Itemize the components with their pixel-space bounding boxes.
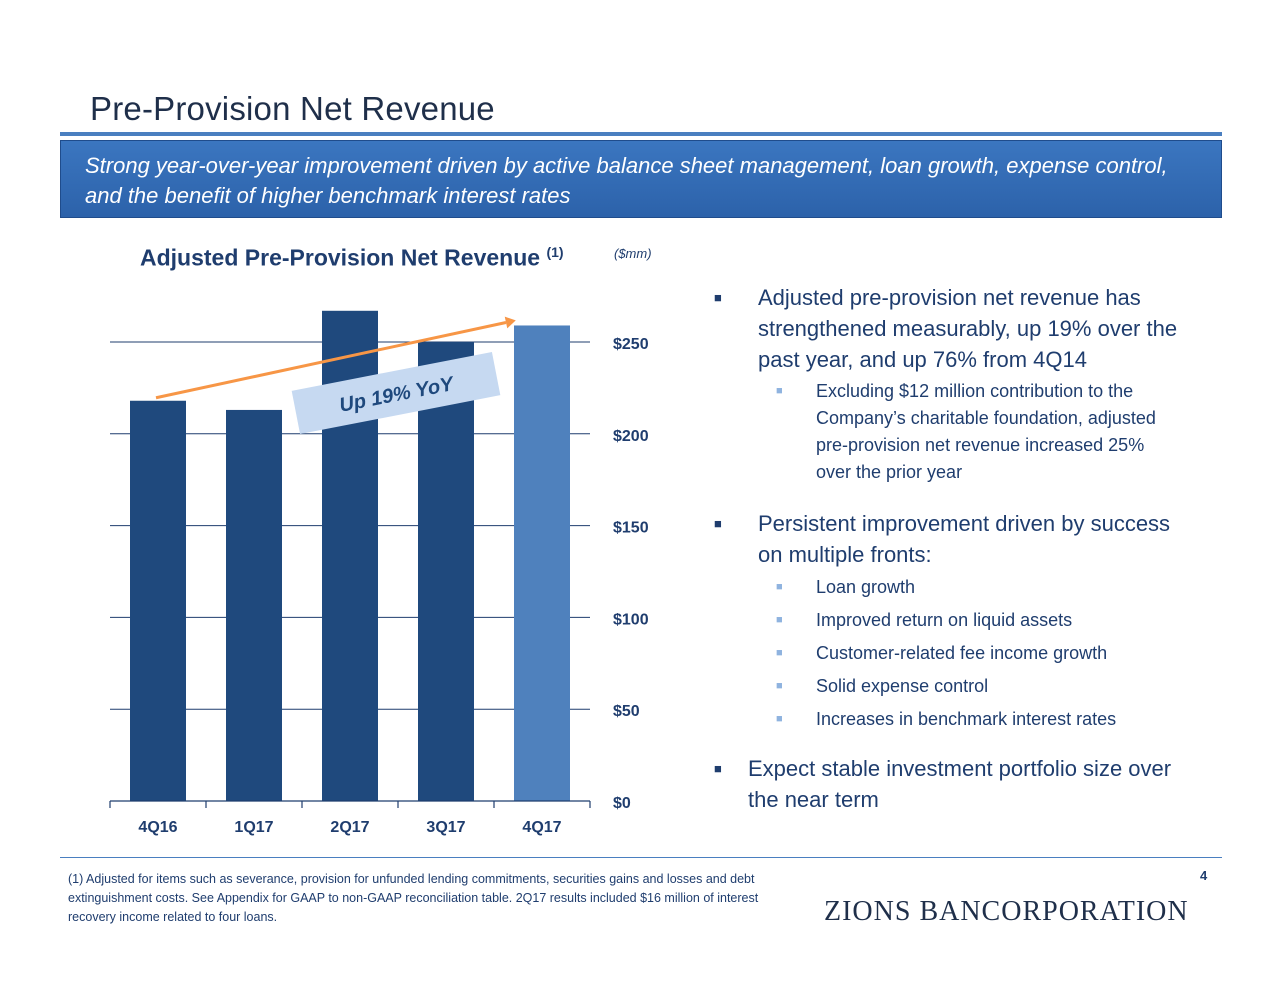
sub-bullet-item: ■ Solid expense control (776, 673, 989, 700)
bar (514, 325, 570, 801)
y-tick-label: $0 (613, 795, 631, 812)
sub-bullet-square-icon: ■ (776, 385, 783, 397)
title-rule (60, 132, 1222, 136)
x-tick-label: 1Q17 (234, 819, 273, 836)
sub-bullet-square-icon: ■ (776, 647, 783, 659)
bar (130, 400, 186, 801)
bullet-square-icon: ■ (714, 516, 722, 531)
bullet-text: Persistent improvement driven by success… (758, 511, 1171, 567)
x-tick-label: 3Q17 (426, 819, 465, 836)
sub-bullet-text: Improved return on liquid assets (816, 610, 1073, 630)
bullet-text: Expect stable investment portfolio size … (748, 756, 1172, 812)
page-number: 4 (1200, 868, 1208, 883)
trend-arrow-head (504, 316, 516, 329)
sub-bullet-square-icon: ■ (776, 680, 783, 692)
footer-rule (60, 857, 1222, 858)
chart-title: Adjusted Pre-Provision Net Revenue (1) (140, 244, 564, 272)
yoy-callout-box (291, 351, 501, 435)
sub-bullet-item: ■ Increases in benchmark interest rates (776, 706, 1117, 733)
bullet-square-icon: ■ (714, 290, 722, 305)
y-tick-label: $200 (613, 428, 649, 445)
y-tick-label: $100 (613, 611, 649, 628)
chart-title-footnote-ref: (1) (546, 244, 564, 260)
sub-bullet-charitable: ■ Excluding $12 million contribution to … (776, 378, 1162, 486)
bullet-persistent-improvement: ■ Persistent improvement driven by succe… (714, 508, 1184, 570)
sub-bullet-square-icon: ■ (776, 713, 783, 725)
sub-bullet-square-icon: ■ (776, 581, 783, 593)
summary-banner: Strong year-over-year improvement driven… (60, 140, 1222, 218)
bullet-text: Adjusted pre-provision net revenue has s… (758, 285, 1178, 372)
sub-bullet-item: ■ Customer-related fee income growth (776, 640, 1108, 667)
trend-arrow (155, 321, 507, 400)
footnote: (1) Adjusted for items such as severance… (68, 872, 759, 924)
bar (418, 342, 474, 801)
sub-bullet-text: Excluding $12 million contribution to th… (816, 381, 1156, 482)
sub-bullet-text: Increases in benchmark interest rates (816, 709, 1117, 729)
sub-bullet-item: ■ Loan growth (776, 574, 916, 601)
slide-title: Pre-Provision Net Revenue (90, 90, 495, 127)
chart-title-text: Adjusted Pre-Provision Net Revenue (140, 244, 541, 271)
y-tick-label: $150 (613, 520, 649, 537)
sub-bullet-square-icon: ■ (776, 614, 783, 626)
ppnr-bar-chart: $0 $50 $100 $150 $200 $250 4Q16 1Q17 2Q17 3Q17 4Q1… (109, 310, 649, 836)
x-tick-label: 4Q16 (138, 819, 177, 836)
y-tick-label: $250 (613, 336, 649, 353)
sub-bullet-text: Customer-related fee income growth (816, 643, 1108, 663)
sub-bullet-text: Solid expense control (816, 676, 989, 696)
bullet-ppnr-growth: ■ Adjusted pre-provision net revenue has… (714, 282, 1184, 375)
sub-bullet-item: ■ Improved return on liquid assets (776, 607, 1073, 634)
bar (226, 409, 282, 801)
chart-units: ($mm) (614, 246, 652, 261)
bullet-square-icon: ■ (714, 761, 722, 776)
y-tick-label: $50 (613, 703, 640, 720)
sub-bullet-text: Loan growth (816, 577, 916, 597)
x-tick-label: 2Q17 (330, 819, 369, 836)
zions-logo: ZIONS BANCORPORATION (824, 896, 1189, 927)
x-tick-label: 4Q17 (522, 819, 561, 836)
banner-text: Strong year-over-year improvement driven… (85, 153, 1168, 208)
bullet-investment-portfolio: ■ Expect stable investment portfolio siz… (714, 753, 1174, 815)
